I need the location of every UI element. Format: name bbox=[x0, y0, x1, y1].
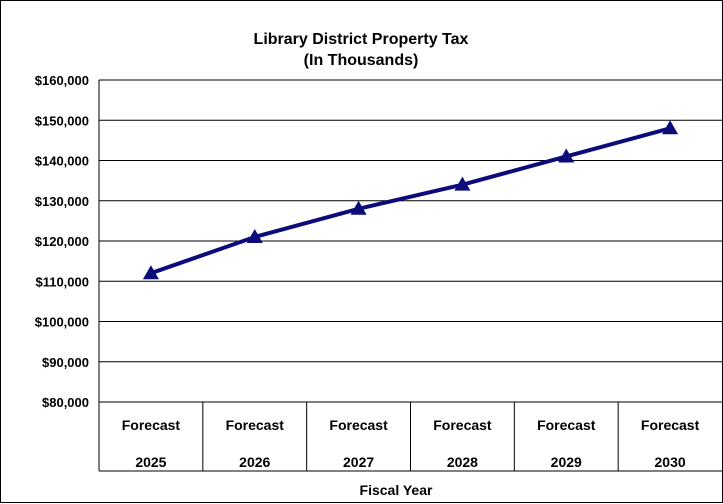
series-line bbox=[150, 126, 671, 276]
x-category-label-top: Forecast bbox=[433, 417, 492, 433]
data-point-marker bbox=[558, 148, 575, 163]
gridlines bbox=[98, 79, 722, 403]
y-tick-label: $110,000 bbox=[35, 274, 89, 289]
x-category-label-bottom: 2030 bbox=[655, 454, 686, 470]
x-axis-title: Fiscal Year bbox=[360, 482, 433, 498]
data-point-marker bbox=[246, 228, 263, 243]
x-category-label-bottom: 2028 bbox=[447, 454, 478, 470]
y-tick-label: $120,000 bbox=[35, 234, 89, 249]
x-category-label-bottom: 2027 bbox=[343, 454, 374, 470]
y-tick-label: $80,000 bbox=[42, 395, 89, 410]
chart-title: Library District Property Tax bbox=[254, 31, 469, 48]
chart-subtitle: (In Thousands) bbox=[304, 52, 419, 69]
data-point-marker bbox=[142, 265, 159, 280]
x-category-label-bottom: 2026 bbox=[239, 454, 270, 470]
x-category-label-top: Forecast bbox=[537, 417, 596, 433]
x-category-label-bottom: 2029 bbox=[551, 454, 582, 470]
y-tick-label: $130,000 bbox=[35, 194, 89, 209]
x-category-label-bottom: 2025 bbox=[135, 454, 166, 470]
y-tick-label: $150,000 bbox=[35, 113, 89, 128]
y-tick-label: $140,000 bbox=[35, 154, 89, 169]
y-tick-label: $100,000 bbox=[35, 315, 89, 330]
x-category-label-top: Forecast bbox=[641, 417, 700, 433]
data-point-marker bbox=[350, 200, 367, 215]
y-axis-tick-labels: $80,000 $90,000 $100,000 $110,000 $120,000 $1… bbox=[35, 73, 89, 410]
data-point-marker bbox=[662, 120, 679, 135]
y-tick-label: $160,000 bbox=[35, 73, 89, 88]
x-category-label-top: Forecast bbox=[329, 417, 388, 433]
data-point-marker bbox=[454, 176, 471, 191]
x-axis-category-table: Forecast 2025 Forecast 2026 Forecast 2027 Fore… bbox=[98, 402, 722, 472]
x-category-label-top: Forecast bbox=[226, 417, 285, 433]
x-category-label-top: Forecast bbox=[122, 417, 181, 433]
y-tick-label: $90,000 bbox=[42, 355, 89, 370]
series-line-layer bbox=[142, 120, 679, 280]
